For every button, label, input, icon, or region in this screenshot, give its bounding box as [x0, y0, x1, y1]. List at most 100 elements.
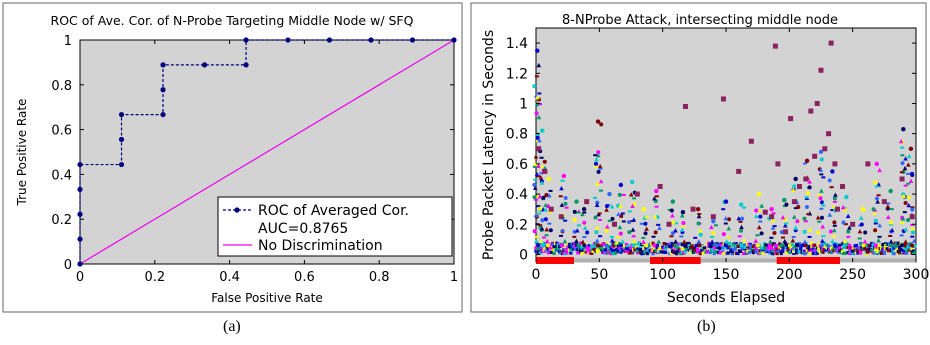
- probe-point: [790, 242, 794, 247]
- probe-point: [728, 242, 732, 246]
- roc-x-tick-label: 0.2: [144, 270, 165, 285]
- probe-point: [627, 230, 632, 235]
- scatter-y-tick-label: 0.6: [506, 157, 528, 173]
- probe-point: [670, 213, 675, 218]
- probe-point: [817, 246, 821, 250]
- probe-point: [903, 242, 907, 246]
- probe-point: [546, 243, 551, 248]
- probe-point: [652, 214, 658, 219]
- scatter-x-tick-label: 200: [776, 267, 803, 283]
- probe-point: [694, 243, 698, 248]
- probe-point: [841, 220, 846, 225]
- probe-point: [842, 238, 848, 244]
- probe-point: [899, 171, 904, 174]
- probe-point: [910, 226, 915, 231]
- probe-point: [538, 224, 543, 227]
- probe-point: [832, 227, 837, 233]
- probe-point: [563, 196, 568, 201]
- probe-point: [796, 205, 801, 210]
- probe-point: [881, 242, 885, 247]
- probe-point: [684, 247, 689, 251]
- probe-point: [726, 251, 730, 255]
- scatter-y-tick-label: 0: [519, 247, 528, 263]
- probe-point: [655, 243, 659, 247]
- target-point: [788, 116, 794, 122]
- probe-point: [542, 159, 547, 164]
- roc-point: [201, 62, 208, 68]
- probe-point: [783, 223, 788, 228]
- roc-point: [243, 37, 249, 43]
- probe-point: [636, 247, 640, 251]
- probe-point: [641, 206, 646, 212]
- probe-point: [669, 208, 674, 213]
- probe-point: [617, 224, 623, 230]
- probe-point: [795, 243, 800, 248]
- probe-point: [874, 247, 878, 251]
- probe-point: [631, 217, 637, 222]
- probe-point: [799, 247, 803, 251]
- probe-point: [898, 245, 902, 249]
- probe-point: [574, 238, 579, 243]
- probe-point: [807, 179, 812, 184]
- probe-point: [892, 252, 896, 256]
- probe-point: [538, 238, 544, 244]
- probe-point: [532, 84, 537, 89]
- probe-point: [598, 167, 603, 170]
- probe-point: [634, 245, 638, 249]
- scatter-y-tick-label: 1.2: [506, 66, 528, 82]
- probe-point: [544, 227, 550, 232]
- probe-point: [572, 235, 577, 238]
- probe-point: [551, 243, 555, 247]
- probe-point: [537, 212, 542, 215]
- target-point: [818, 67, 824, 73]
- scatter-y-tick-label: 0.4: [506, 187, 528, 203]
- probe-point: [595, 153, 601, 158]
- probe-point: [756, 224, 762, 230]
- probe-point: [885, 247, 889, 251]
- probe-point: [782, 205, 787, 208]
- probe-point: [534, 235, 539, 238]
- probe-point: [903, 184, 908, 187]
- probe-point: [698, 251, 703, 256]
- probe-point: [877, 235, 882, 238]
- probe-point: [690, 244, 694, 248]
- probe-point: [687, 242, 691, 246]
- probe-point: [595, 200, 600, 205]
- probe-point: [560, 243, 565, 248]
- probe-point: [601, 248, 605, 252]
- probe-point: [830, 209, 835, 212]
- probe-point: [541, 195, 546, 200]
- probe-point: [791, 187, 796, 193]
- target-point: [808, 108, 814, 114]
- probe-point: [804, 158, 810, 164]
- probe-point: [764, 243, 768, 247]
- probe-point: [596, 150, 601, 155]
- probe-point: [840, 204, 846, 210]
- probe-point: [604, 228, 609, 233]
- probe-point: [821, 202, 826, 207]
- probe-point: [820, 224, 826, 229]
- probe-point: [719, 243, 723, 247]
- target-point: [720, 96, 726, 102]
- probe-point: [532, 185, 538, 190]
- probe-point: [793, 225, 798, 230]
- target-point: [840, 184, 846, 190]
- probe-point: [908, 178, 914, 183]
- probe-point: [548, 189, 553, 192]
- probe-point: [740, 247, 744, 251]
- probe-point: [576, 243, 581, 248]
- probe-point: [561, 173, 567, 179]
- probe-point: [901, 126, 906, 132]
- probe-point: [565, 250, 569, 255]
- probe-point: [627, 210, 632, 213]
- probe-point: [847, 225, 852, 230]
- probe-point: [619, 214, 624, 219]
- probe-point: [544, 234, 549, 237]
- probe-point: [595, 181, 600, 186]
- probe-point: [641, 239, 646, 244]
- probe-point: [587, 244, 591, 248]
- probe-point: [594, 202, 600, 207]
- scatter-x-tick-label: 100: [649, 267, 676, 283]
- probe-point: [819, 157, 824, 162]
- probe-point: [539, 246, 544, 250]
